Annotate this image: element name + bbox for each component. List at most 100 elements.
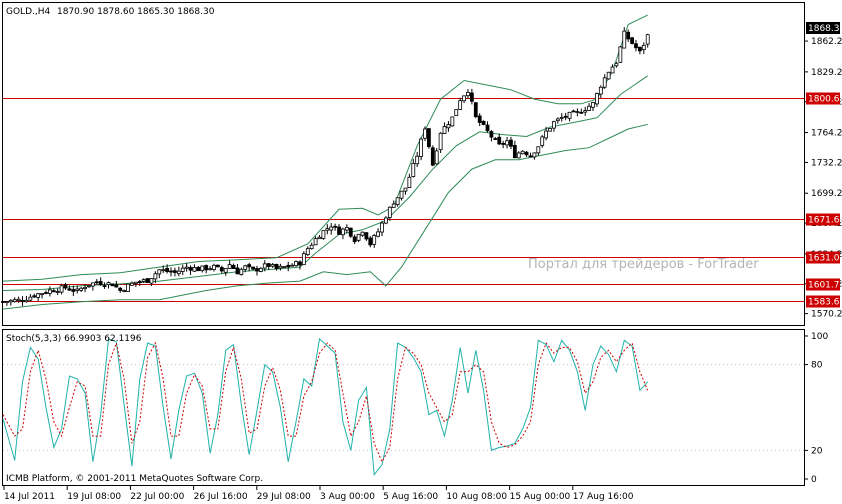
candle-body (153, 273, 158, 280)
candle-body (348, 227, 353, 237)
candle-body (286, 264, 291, 268)
candle-body (626, 31, 631, 40)
candle-body (622, 30, 627, 49)
candle-body (501, 142, 506, 145)
time-tick-label: 5 Aug 16:00 (383, 492, 438, 502)
candle-body (606, 71, 611, 80)
candle-body (512, 145, 517, 159)
candle-body (372, 235, 377, 245)
candle-body (290, 264, 295, 267)
candle-body (333, 225, 338, 228)
level-tag-label: 1601.77 (808, 281, 842, 291)
level-tag-box (806, 251, 840, 264)
candle-body (485, 124, 490, 132)
candle-body (595, 93, 599, 105)
candle-body (47, 289, 52, 294)
candle-body (489, 131, 494, 138)
stoch-tick-label: 80 (811, 361, 823, 371)
candle-body (114, 284, 119, 288)
candle-body (415, 155, 420, 165)
stochastic-lines (2, 337, 649, 477)
candle-body (321, 230, 326, 239)
candle-body (446, 124, 451, 129)
candle-body (90, 282, 95, 287)
symbol-label: GOLD.,H4 (6, 7, 50, 17)
time-tick-label: 17 Aug 16:00 (573, 492, 634, 502)
candle-body (173, 270, 177, 273)
candle-body (130, 282, 134, 286)
candle-body (247, 264, 252, 268)
time-tick-label: 29 Jul 08:00 (257, 492, 311, 502)
price-tick-label: 1764.20 (811, 129, 842, 139)
candle-body (536, 146, 541, 154)
watermark-text: Портал для трейдеров - ForTrader (528, 257, 759, 272)
candle-body (137, 281, 142, 283)
time-tick-label: 3 Aug 00:00 (320, 492, 375, 502)
candle-body (106, 282, 111, 286)
candle-body (419, 138, 423, 157)
time-tick-label: 10 Aug 08:00 (446, 492, 507, 502)
candle-body (360, 231, 365, 236)
candle-body (8, 300, 13, 303)
candle-body (630, 37, 634, 44)
candle-body (216, 264, 220, 268)
candle-body (610, 66, 615, 74)
candle-body (16, 298, 21, 302)
candle-body (294, 261, 298, 267)
level-tag-label: 1671.68 (808, 216, 842, 226)
stoch-tick-label: 100 (811, 332, 828, 342)
candle-body (102, 285, 107, 288)
candle-body (376, 231, 381, 237)
candle-body (176, 270, 181, 275)
candle-body (227, 264, 232, 269)
candle-body (184, 266, 189, 269)
candle-body (579, 111, 584, 114)
candle-body (24, 299, 29, 303)
candle-body (384, 217, 388, 224)
horizontal-levels[interactable] (3, 98, 804, 302)
time-tick-label: 26 Jul 16:00 (194, 492, 248, 502)
stoch-tick-label: 0 (811, 475, 817, 485)
time-axis: 14 Jul 2011 19 Jul 08:00 22 Jul 00:00 26 Ju… (3, 486, 634, 502)
candle-body (473, 102, 478, 118)
candle-body (94, 281, 99, 284)
candle-body (524, 151, 529, 156)
candle-body (98, 281, 103, 286)
candle-body (36, 293, 41, 298)
candle-body (208, 268, 212, 271)
candle-body (426, 128, 431, 148)
candle-body (192, 267, 197, 272)
candle-body (403, 187, 408, 192)
candle-body (122, 290, 127, 292)
candle-body (575, 111, 580, 113)
stochastic-label: Stoch(5,3,3) 66.9903 62.1196 (6, 334, 142, 344)
candle-body (126, 283, 130, 292)
candle-body (438, 132, 443, 151)
candle-body (407, 176, 412, 188)
candle-body (251, 266, 255, 270)
candle-body (344, 226, 349, 231)
time-tick-label: 19 Jul 08:00 (67, 492, 121, 502)
candle-body (5, 301, 9, 304)
candle-body (71, 289, 76, 292)
candle-body (364, 232, 369, 240)
candle-body (12, 299, 17, 303)
candle-body (141, 279, 146, 282)
current-price-tag: 1868.30 (806, 22, 842, 34)
candle-body (548, 128, 552, 132)
candle-body (391, 203, 396, 208)
candle-body (59, 285, 64, 293)
candle-body (356, 233, 361, 241)
candle-body (40, 293, 44, 296)
candle-body (309, 244, 314, 250)
candle-body (188, 267, 193, 271)
candle-body (204, 265, 209, 271)
candle-body (411, 163, 416, 177)
candle-body (145, 278, 150, 283)
candle-body (212, 264, 216, 270)
candle-body (395, 197, 400, 206)
candle-body (509, 139, 513, 147)
candle-body (329, 226, 334, 231)
candle-body (200, 265, 205, 272)
candle-body (442, 125, 447, 134)
